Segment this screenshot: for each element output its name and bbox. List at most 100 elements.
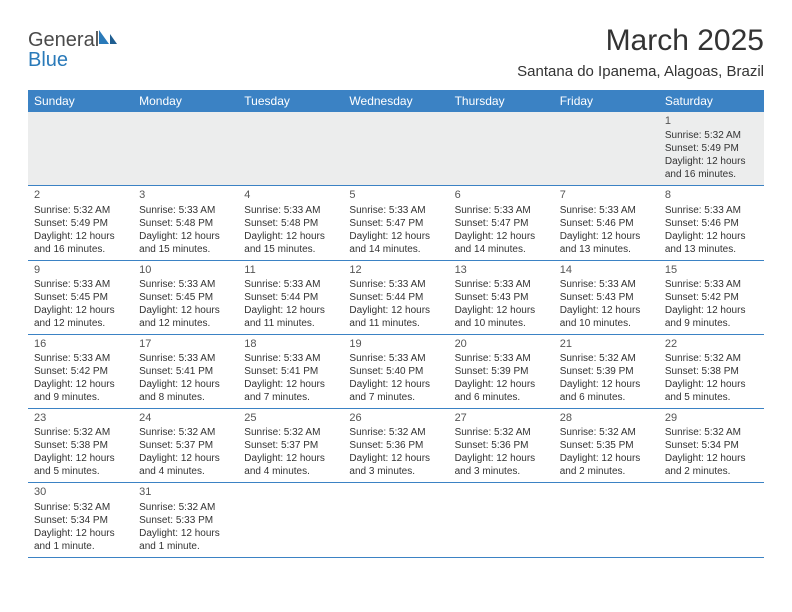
daylight-line: and 7 minutes. — [244, 391, 337, 404]
day-number: 31 — [139, 485, 232, 499]
day-number: 19 — [349, 337, 442, 351]
daylight-line: and 13 minutes. — [665, 243, 758, 256]
calendar-grid: SundayMondayTuesdayWednesdayThursdayFrid… — [28, 90, 764, 558]
day-cell: 2Sunrise: 5:32 AMSunset: 5:49 PMDaylight… — [28, 186, 133, 259]
day-number: 1 — [665, 114, 758, 128]
daylight-line: Daylight: 12 hours — [139, 452, 232, 465]
sunset-line: Sunset: 5:34 PM — [665, 439, 758, 452]
daylight-line: Daylight: 12 hours — [665, 230, 758, 243]
day-number: 29 — [665, 411, 758, 425]
empty-cell — [659, 483, 764, 556]
day-number: 23 — [34, 411, 127, 425]
daylight-line: Daylight: 12 hours — [139, 527, 232, 540]
day-number: 4 — [244, 188, 337, 202]
sunset-line: Sunset: 5:38 PM — [665, 365, 758, 378]
day-number: 6 — [455, 188, 548, 202]
day-number: 3 — [139, 188, 232, 202]
sunset-line: Sunset: 5:42 PM — [665, 291, 758, 304]
day-header: Wednesday — [343, 90, 448, 112]
day-header-row: SundayMondayTuesdayWednesdayThursdayFrid… — [28, 90, 764, 112]
daylight-line: and 5 minutes. — [34, 465, 127, 478]
daylight-line: Daylight: 12 hours — [139, 304, 232, 317]
day-number: 5 — [349, 188, 442, 202]
week-row: 1Sunrise: 5:32 AMSunset: 5:49 PMDaylight… — [28, 112, 764, 186]
day-cell: 26Sunrise: 5:32 AMSunset: 5:36 PMDayligh… — [343, 409, 448, 482]
day-cell: 1Sunrise: 5:32 AMSunset: 5:49 PMDaylight… — [659, 112, 764, 185]
day-cell: 23Sunrise: 5:32 AMSunset: 5:38 PMDayligh… — [28, 409, 133, 482]
sunrise-line: Sunrise: 5:33 AM — [665, 278, 758, 291]
daylight-line: and 3 minutes. — [349, 465, 442, 478]
sunrise-line: Sunrise: 5:33 AM — [244, 352, 337, 365]
daylight-line: Daylight: 12 hours — [665, 155, 758, 168]
sunrise-line: Sunrise: 5:33 AM — [139, 278, 232, 291]
daylight-line: Daylight: 12 hours — [455, 378, 548, 391]
sunset-line: Sunset: 5:36 PM — [349, 439, 442, 452]
brand-logo: General Blue — [28, 28, 119, 70]
daylight-line: Daylight: 12 hours — [34, 452, 127, 465]
daylight-line: Daylight: 12 hours — [560, 452, 653, 465]
sunrise-line: Sunrise: 5:32 AM — [139, 501, 232, 514]
daylight-line: Daylight: 12 hours — [349, 452, 442, 465]
day-cell: 21Sunrise: 5:32 AMSunset: 5:39 PMDayligh… — [554, 335, 659, 408]
day-number: 17 — [139, 337, 232, 351]
day-header: Sunday — [28, 90, 133, 112]
day-cell: 4Sunrise: 5:33 AMSunset: 5:48 PMDaylight… — [238, 186, 343, 259]
sunrise-line: Sunrise: 5:33 AM — [560, 204, 653, 217]
empty-cell — [554, 112, 659, 185]
daylight-line: and 13 minutes. — [560, 243, 653, 256]
day-number: 7 — [560, 188, 653, 202]
sunrise-line: Sunrise: 5:32 AM — [560, 426, 653, 439]
daylight-line: and 1 minute. — [139, 540, 232, 553]
empty-cell — [238, 112, 343, 185]
sunset-line: Sunset: 5:45 PM — [34, 291, 127, 304]
sunrise-line: Sunrise: 5:32 AM — [34, 501, 127, 514]
day-cell: 27Sunrise: 5:32 AMSunset: 5:36 PMDayligh… — [449, 409, 554, 482]
brand-sail-icon — [97, 28, 119, 50]
daylight-line: Daylight: 12 hours — [349, 230, 442, 243]
day-cell: 12Sunrise: 5:33 AMSunset: 5:44 PMDayligh… — [343, 261, 448, 334]
daylight-line: and 6 minutes. — [560, 391, 653, 404]
day-cell: 22Sunrise: 5:32 AMSunset: 5:38 PMDayligh… — [659, 335, 764, 408]
daylight-line: and 7 minutes. — [349, 391, 442, 404]
sunrise-line: Sunrise: 5:33 AM — [139, 204, 232, 217]
day-number: 2 — [34, 188, 127, 202]
daylight-line: Daylight: 12 hours — [455, 452, 548, 465]
daylight-line: Daylight: 12 hours — [244, 452, 337, 465]
day-cell: 28Sunrise: 5:32 AMSunset: 5:35 PMDayligh… — [554, 409, 659, 482]
daylight-line: Daylight: 12 hours — [139, 230, 232, 243]
day-number: 18 — [244, 337, 337, 351]
sunrise-line: Sunrise: 5:33 AM — [349, 278, 442, 291]
day-number: 28 — [560, 411, 653, 425]
header-row: General Blue March 2025 Santana do Ipane… — [28, 24, 764, 80]
week-row: 2Sunrise: 5:32 AMSunset: 5:49 PMDaylight… — [28, 186, 764, 260]
week-row: 16Sunrise: 5:33 AMSunset: 5:42 PMDayligh… — [28, 335, 764, 409]
sunset-line: Sunset: 5:44 PM — [349, 291, 442, 304]
sunset-line: Sunset: 5:37 PM — [244, 439, 337, 452]
day-number: 8 — [665, 188, 758, 202]
sunset-line: Sunset: 5:35 PM — [560, 439, 653, 452]
day-number: 30 — [34, 485, 127, 499]
daylight-line: and 4 minutes. — [139, 465, 232, 478]
day-number: 21 — [560, 337, 653, 351]
daylight-line: and 16 minutes. — [34, 243, 127, 256]
day-cell: 10Sunrise: 5:33 AMSunset: 5:45 PMDayligh… — [133, 261, 238, 334]
sunrise-line: Sunrise: 5:33 AM — [455, 278, 548, 291]
empty-cell — [554, 483, 659, 556]
day-cell: 19Sunrise: 5:33 AMSunset: 5:40 PMDayligh… — [343, 335, 448, 408]
daylight-line: Daylight: 12 hours — [349, 378, 442, 391]
sunrise-line: Sunrise: 5:32 AM — [349, 426, 442, 439]
day-cell: 29Sunrise: 5:32 AMSunset: 5:34 PMDayligh… — [659, 409, 764, 482]
sunrise-line: Sunrise: 5:33 AM — [349, 352, 442, 365]
daylight-line: and 1 minute. — [34, 540, 127, 553]
empty-cell — [238, 483, 343, 556]
daylight-line: and 15 minutes. — [244, 243, 337, 256]
daylight-line: and 4 minutes. — [244, 465, 337, 478]
sunrise-line: Sunrise: 5:32 AM — [139, 426, 232, 439]
day-header: Tuesday — [238, 90, 343, 112]
sunrise-line: Sunrise: 5:33 AM — [139, 352, 232, 365]
daylight-line: Daylight: 12 hours — [665, 304, 758, 317]
sunrise-line: Sunrise: 5:32 AM — [665, 129, 758, 142]
day-cell: 30Sunrise: 5:32 AMSunset: 5:34 PMDayligh… — [28, 483, 133, 556]
empty-cell — [343, 483, 448, 556]
empty-cell — [449, 483, 554, 556]
